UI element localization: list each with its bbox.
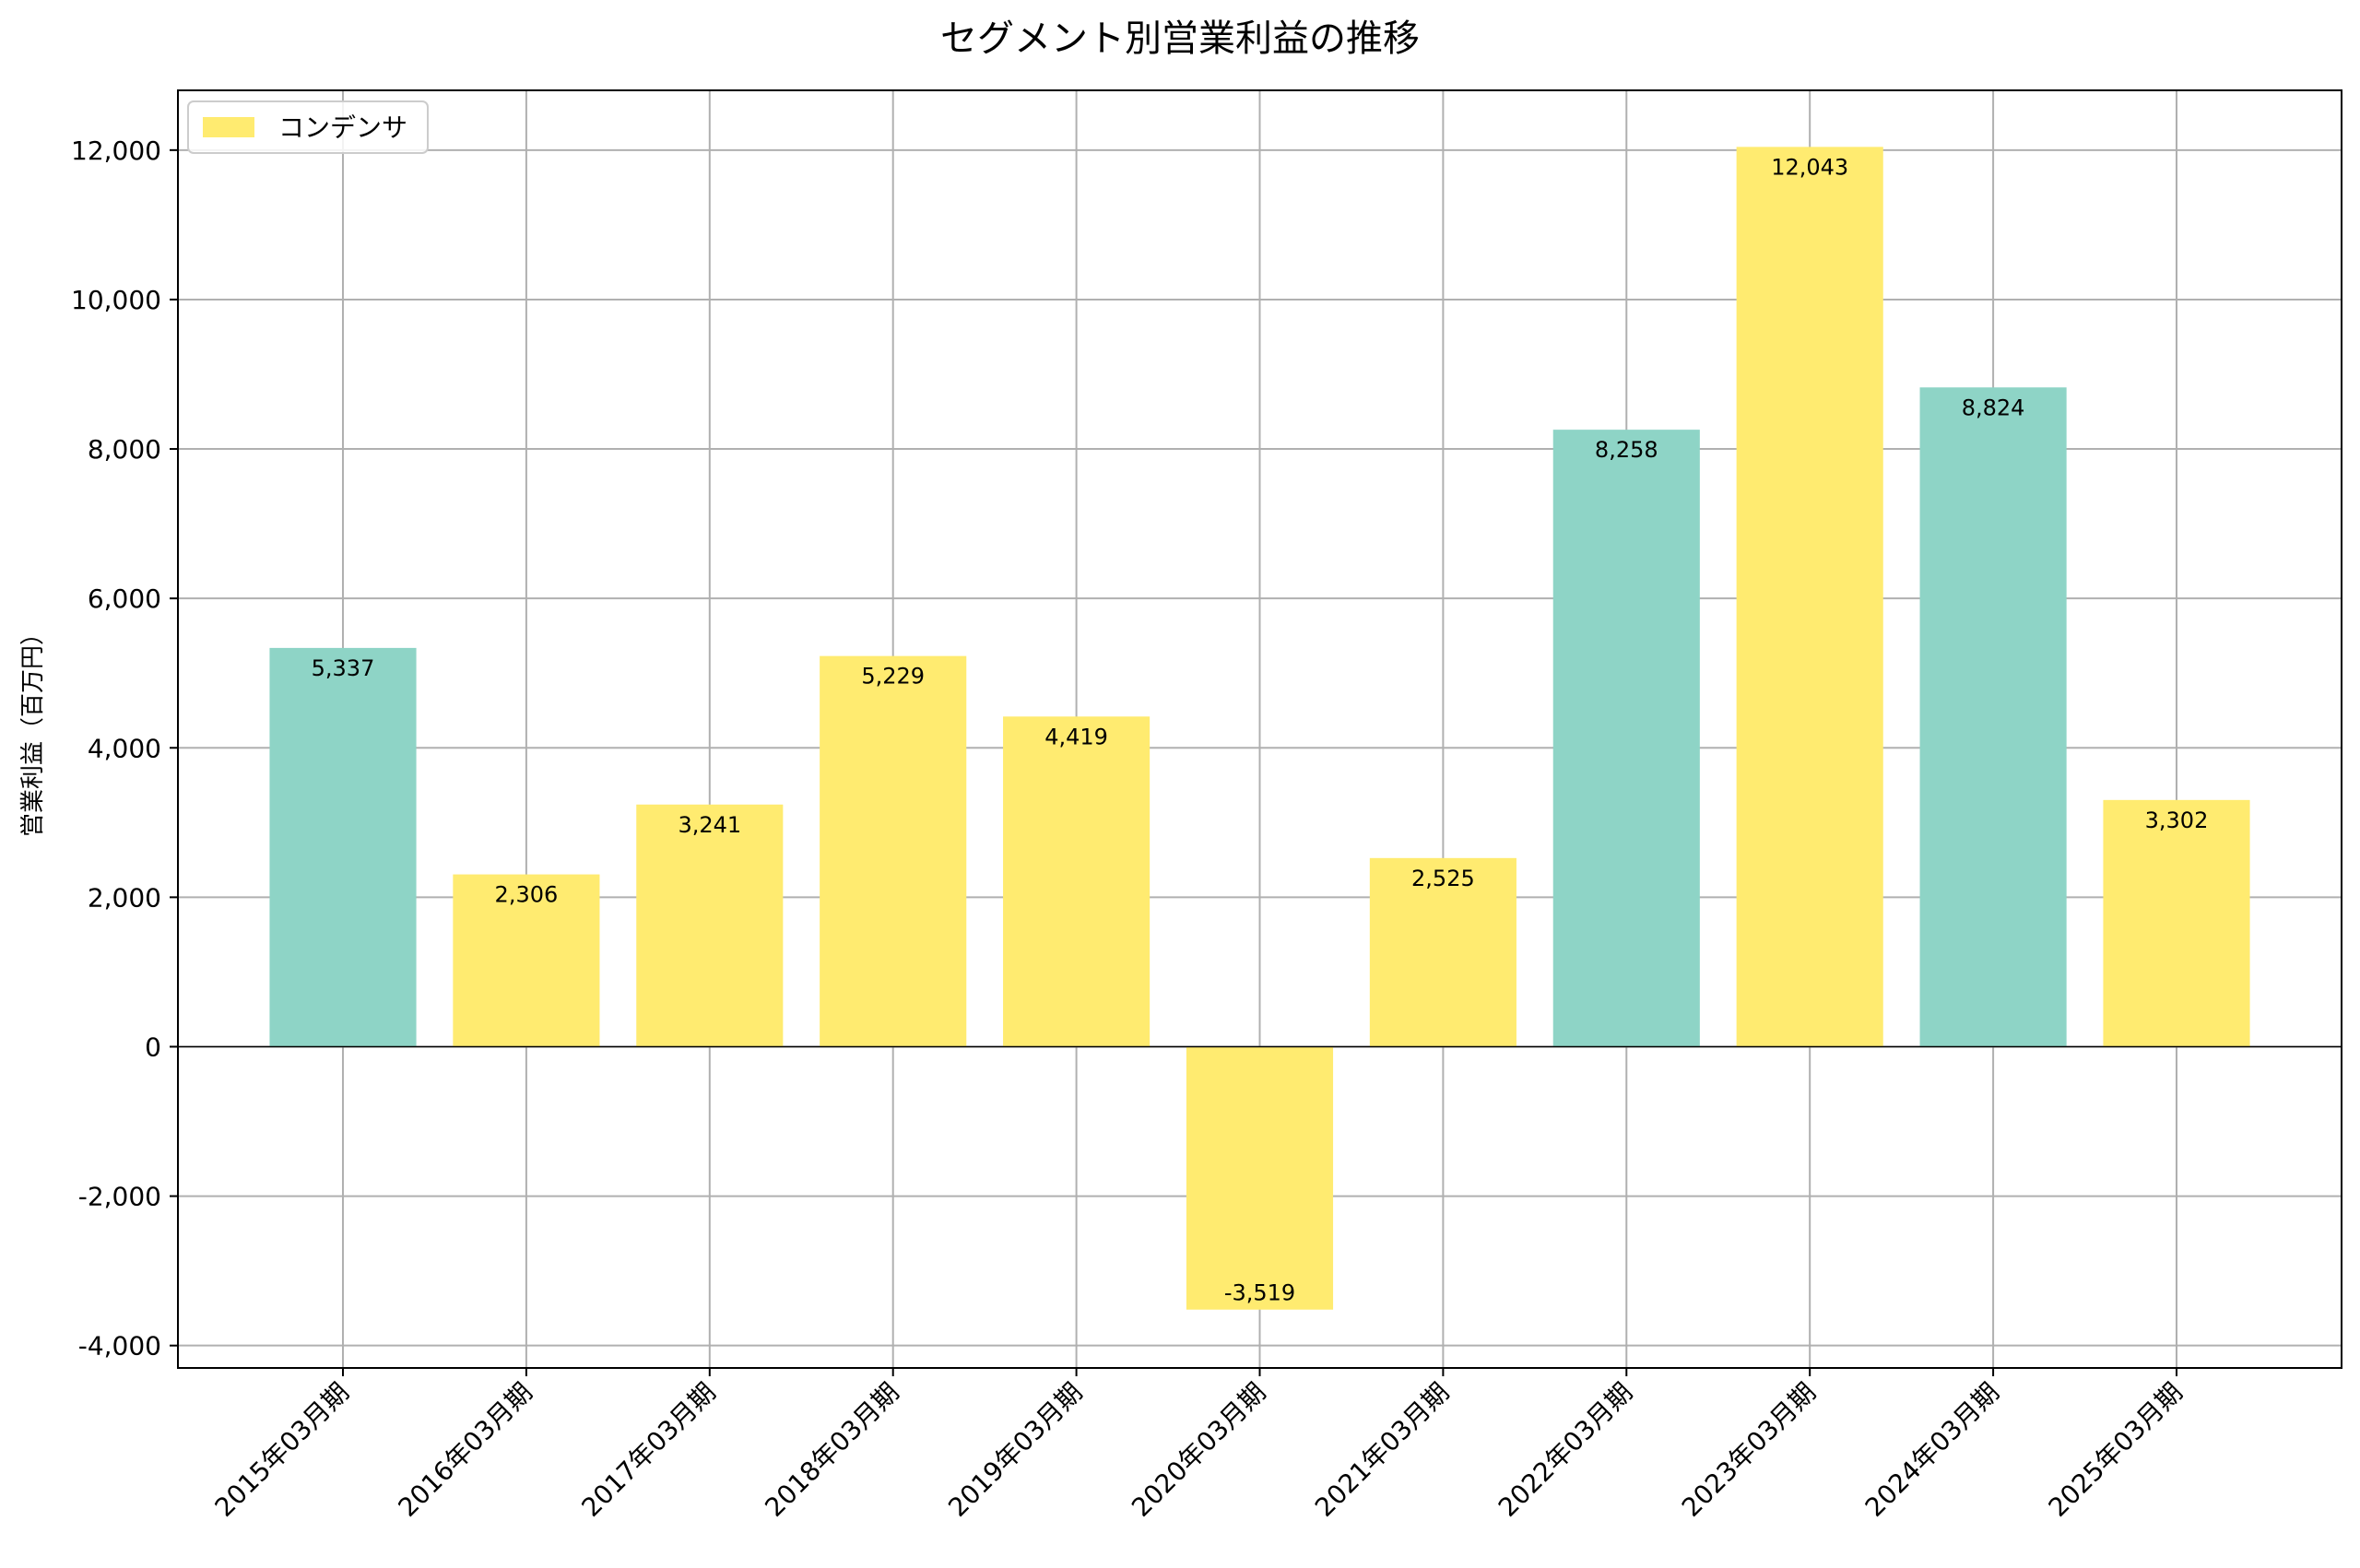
- x-tick-label: 2020年03月期: [1126, 1377, 1271, 1523]
- bar[interactable]: [2103, 799, 2250, 1047]
- x-tick-label: 2022年03月期: [1493, 1377, 1638, 1523]
- x-tick-label: 2017年03月期: [575, 1377, 721, 1523]
- x-tick-label: 2023年03月期: [1676, 1377, 1822, 1523]
- y-axis: -4,000 -2,000 0 2,000 4,000 6,000 8,000 10,000 1…: [71, 136, 178, 1362]
- y-tick-label: 12,000: [71, 136, 161, 166]
- y-tick-label: 2,000: [88, 882, 161, 913]
- y-tick-label: 6,000: [88, 584, 161, 614]
- legend-box: [187, 100, 429, 154]
- x-axis: 2015年03月期 2016年03月期 2017年03月期 2018年03月期 2019…: [209, 1368, 2189, 1523]
- bar[interactable]: [636, 804, 784, 1047]
- x-tick-label: 2019年03月期: [942, 1377, 1088, 1523]
- bar-value-label: 8,258: [1595, 437, 1658, 463]
- x-tick-label: 2016年03月期: [393, 1377, 538, 1523]
- legend-label: コンデンサ: [278, 112, 407, 143]
- bar-value-label: 8,824: [1962, 395, 2025, 420]
- bars: [269, 147, 2250, 1310]
- y-tick-label: 0: [145, 1032, 161, 1062]
- x-tick-label: 2024年03月期: [1859, 1377, 2005, 1523]
- y-tick-label: 4,000: [88, 733, 161, 763]
- bar[interactable]: [1552, 430, 1700, 1047]
- y-tick-label: -2,000: [78, 1182, 161, 1212]
- y-axis-label: 営業利益（百万円）: [19, 621, 47, 837]
- y-tick-label: -4,000: [78, 1331, 161, 1362]
- legend[interactable]: コンデンサ: [187, 100, 429, 154]
- bar[interactable]: [1186, 1046, 1334, 1310]
- y-tick-label: 8,000: [88, 434, 161, 465]
- bar-value-label: 2,525: [1411, 866, 1475, 891]
- bar-value-label: 12,043: [1771, 154, 1848, 180]
- bar-value-label: 3,302: [2145, 808, 2209, 833]
- bar-value-label: 2,306: [495, 882, 559, 908]
- y-tick-label: 10,000: [71, 285, 161, 315]
- bar-value-label: 4,419: [1044, 724, 1108, 749]
- bar[interactable]: [1003, 716, 1150, 1047]
- x-tick-label: 2015年03月期: [209, 1377, 355, 1523]
- bar[interactable]: [820, 655, 967, 1047]
- bar[interactable]: [453, 874, 600, 1047]
- bar[interactable]: [1919, 387, 2067, 1047]
- bar-value-label: 5,337: [312, 655, 375, 681]
- bar[interactable]: [269, 647, 417, 1047]
- bar[interactable]: [1369, 857, 1516, 1047]
- bar-value-label: -3,519: [1224, 1280, 1295, 1306]
- chart-title: セグメント別営業利益の推移: [940, 18, 1420, 60]
- legend-swatch: [203, 117, 254, 137]
- x-tick-label: 2021年03月期: [1309, 1377, 1455, 1523]
- x-tick-label: 2018年03月期: [759, 1377, 904, 1523]
- data-labels: 5,337 2,306 3,241 5,229 4,419 -3,519 2,525 8,25…: [312, 154, 2209, 1305]
- bar-value-label: 5,229: [861, 664, 925, 690]
- bar[interactable]: [1736, 147, 1883, 1047]
- x-tick-label: 2025年03月期: [2043, 1377, 2189, 1523]
- plot-frame: [177, 89, 2342, 1369]
- bar-value-label: 3,241: [678, 812, 741, 838]
